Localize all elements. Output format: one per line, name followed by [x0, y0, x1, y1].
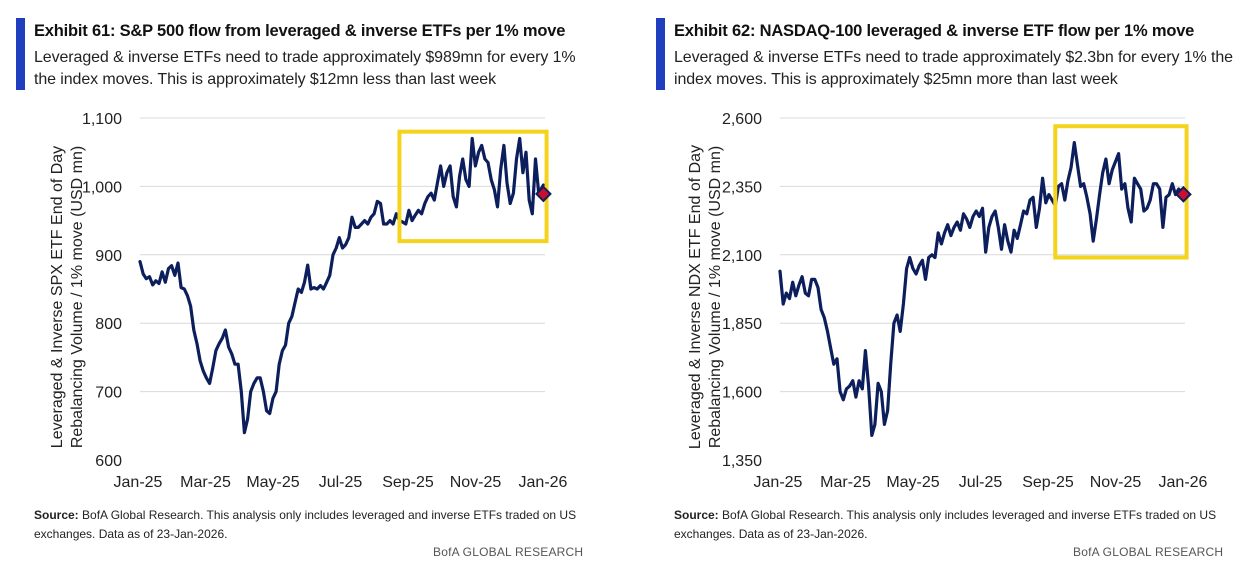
y-tick-label: 700: [95, 385, 122, 402]
y-tick-label: 1,350: [722, 453, 762, 470]
x-tick-label: Nov-25: [450, 474, 502, 491]
source-label: Source:: [34, 508, 79, 522]
x-tick-label: Nov-25: [1090, 474, 1142, 491]
x-tick-label: Jan-26: [519, 474, 568, 491]
source-label: Source:: [674, 508, 719, 522]
x-tick-label: Sep-25: [1022, 474, 1074, 491]
brand-label: BofA GLOBAL RESEARCH: [1073, 545, 1224, 559]
y-tick-label: 1,000: [82, 179, 122, 196]
x-tick-label: Jul-25: [959, 474, 1003, 491]
y-tick-label: 2,350: [722, 179, 762, 196]
x-tick-label: May-25: [886, 474, 939, 491]
source-text: BofA Global Research. This analysis only…: [34, 508, 577, 541]
series-line: [138, 136, 546, 435]
source-text: BofA Global Research. This analysis only…: [674, 508, 1217, 541]
ndx-flow-chart: 1,350 1,600 1,850 2,100 2,350 2,600 Jan-25 Mar-…: [687, 111, 1208, 491]
chart-subtitle: Leveraged & inverse ETFs need to trade a…: [34, 49, 576, 88]
source-note: Source: BofA Global Research. This analy…: [674, 506, 1234, 544]
highlight-box: [397, 129, 549, 244]
series-line: [778, 140, 1186, 437]
x-tick-label: Mar-25: [820, 474, 871, 491]
x-tick-label: Jan-26: [1159, 474, 1208, 491]
y-tick-label: 600: [95, 453, 122, 470]
exhibit-62-panel: Exhibit 62: NASDAQ-100 leveraged & inver…: [640, 0, 1237, 569]
end-marker: [1175, 185, 1192, 203]
chart-title: Exhibit 62: NASDAQ-100 leveraged & inver…: [674, 22, 1195, 40]
y-tick-label: 1,100: [82, 111, 122, 128]
chart-title: Exhibit 61: S&P 500 flow from leveraged …: [34, 22, 566, 40]
exhibit-61-panel: Exhibit 61: S&P 500 flow from leveraged …: [0, 0, 600, 569]
spx-flow-chart: 600 700 800 900 1,000 1,100 Jan-25 Mar-25 May-25…: [49, 111, 568, 491]
y-axis-label: Rebalancing Volume / 1% move (USD mn): [707, 146, 724, 448]
x-tick-label: Jan-25: [114, 474, 163, 491]
y-tick-label: 1,600: [722, 385, 762, 402]
source-note: Source: BofA Global Research. This analy…: [34, 506, 594, 544]
x-tick-label: Jul-25: [319, 474, 363, 491]
y-axis-label: Leveraged & Inverse SPX ETF End of Day: [49, 146, 66, 448]
y-axis-label: Rebalancing Volume / 1% move (USD mn): [69, 146, 86, 448]
y-tick-label: 1,850: [722, 316, 762, 333]
x-tick-label: Jan-25: [754, 474, 803, 491]
y-tick-label: 800: [95, 316, 122, 333]
x-tick-label: Sep-25: [382, 474, 434, 491]
accent-bar: [16, 18, 25, 90]
chart-subtitle: Leveraged & inverse ETFs need to trade a…: [674, 49, 1233, 88]
x-tick-label: Mar-25: [180, 474, 231, 491]
y-tick-label: 2,600: [722, 111, 762, 128]
y-axis-label: Leveraged & Inverse NDX ETF End of Day: [687, 145, 704, 449]
y-tick-label: 900: [95, 248, 122, 265]
y-tick-label: 2,100: [722, 248, 762, 265]
accent-bar: [656, 18, 665, 90]
brand-label: BofA GLOBAL RESEARCH: [433, 545, 584, 559]
x-tick-label: May-25: [246, 474, 299, 491]
end-marker: [535, 185, 552, 203]
